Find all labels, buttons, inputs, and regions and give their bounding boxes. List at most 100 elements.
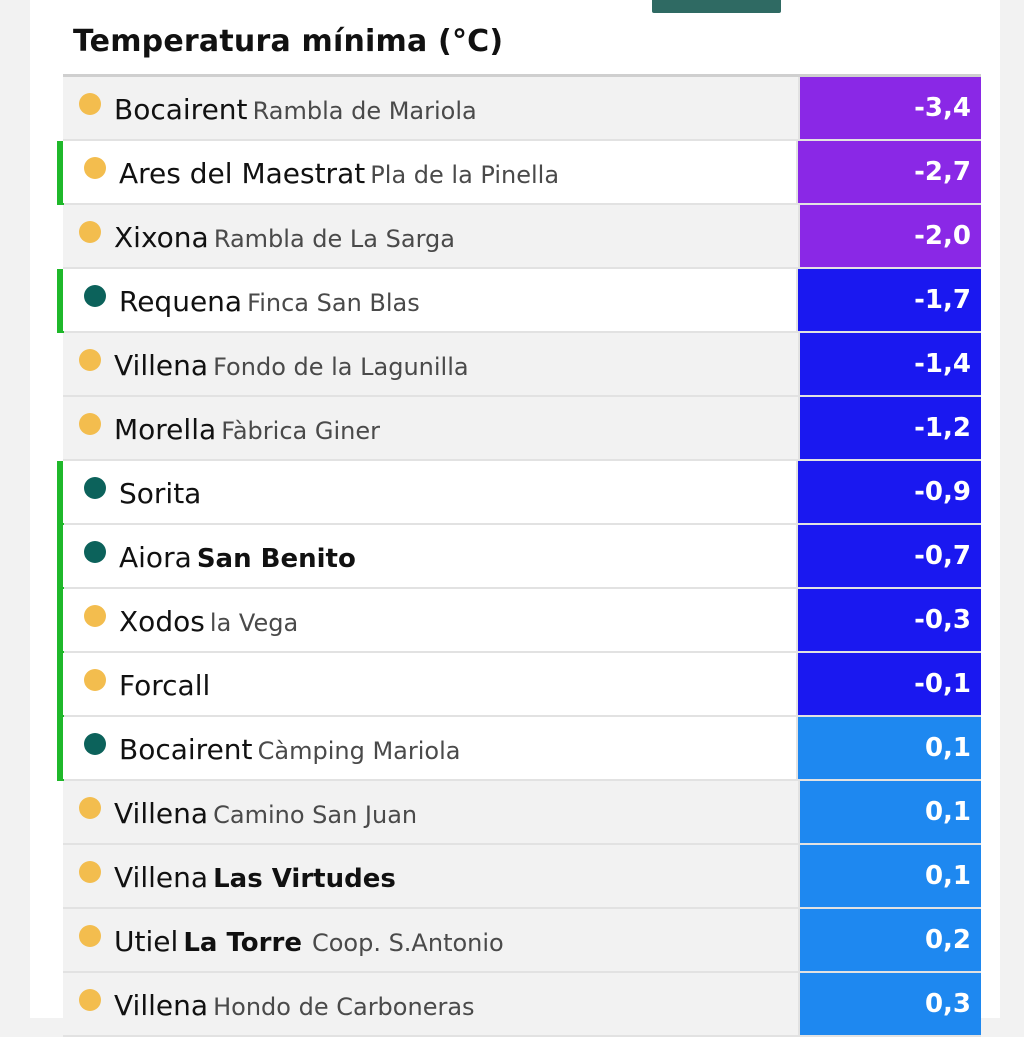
station-name: Xixona Rambla de La Sarga [114, 221, 455, 254]
table-row[interactable]: Bocairent Rambla de Mariola -3,4 [63, 77, 981, 141]
station-cell: Utiel La Torre Coop. S.Antonio [63, 909, 800, 971]
station-cell: Forcall [63, 653, 798, 715]
table-row[interactable]: Villena Hondo de Carboneras 0,3 [63, 973, 981, 1037]
station-city: Xodos [119, 605, 205, 638]
station-cell: Aiora San Benito [63, 525, 798, 587]
station-status-dot-icon [79, 93, 101, 115]
station-name: Villena Fondo de la Lagunilla [114, 349, 469, 382]
station-status-dot-icon [84, 733, 106, 755]
table-row[interactable]: Morella Fàbrica Giner -1,2 [63, 397, 981, 461]
station-place: Fondo de la Lagunilla [213, 353, 469, 381]
station-city: Villena [114, 861, 209, 894]
table-row[interactable]: Villena Fondo de la Lagunilla -1,4 [63, 333, 981, 397]
station-city: Ares del Maestrat [119, 157, 366, 190]
temperature-value: 0,3 [800, 973, 981, 1035]
station-cell: Xixona Rambla de La Sarga [63, 205, 800, 267]
station-status-dot-icon [84, 605, 106, 627]
table-row[interactable]: Requena Finca San Blas -1,7 [57, 269, 981, 333]
table-row[interactable]: Ares del Maestrat Pla de la Pinella -2,7 [57, 141, 981, 205]
station-city: Villena [114, 989, 209, 1022]
station-status-dot-icon [84, 285, 106, 307]
temperature-value: 0,2 [800, 909, 981, 971]
page-title: Temperatura mínima (°C) [73, 24, 504, 59]
station-extra: Coop. S.Antonio [311, 929, 504, 957]
top-button[interactable] [652, 0, 781, 13]
temperature-value: -0,1 [798, 653, 981, 715]
table-row[interactable]: Xodos la Vega -0,3 [57, 589, 981, 653]
temperature-value: -0,7 [798, 525, 981, 587]
station-name: Villena Las Virtudes [114, 861, 396, 894]
station-city: Forcall [119, 669, 211, 702]
station-city: Morella [114, 413, 217, 446]
table-row[interactable]: Villena Las Virtudes 0,1 [63, 845, 981, 909]
station-cell: Bocairent Rambla de Mariola [63, 77, 800, 139]
station-city: Aiora [119, 541, 192, 574]
temperature-value: 0,1 [798, 717, 981, 779]
station-name: Morella Fàbrica Giner [114, 413, 380, 446]
station-place: La Torre [183, 928, 302, 958]
temperature-value: -2,7 [798, 141, 981, 203]
station-cell: Bocairent Càmping Mariola [63, 717, 798, 779]
station-place: Càmping Mariola [257, 737, 461, 765]
station-status-dot-icon [79, 861, 101, 883]
station-status-dot-icon [84, 541, 106, 563]
station-city: Xixona [114, 221, 209, 254]
station-name: Villena Hondo de Carboneras [114, 989, 475, 1022]
temperature-value: -1,7 [798, 269, 981, 331]
station-cell: Villena Camino San Juan [63, 781, 800, 843]
temperature-value: -0,3 [798, 589, 981, 651]
station-cell: Xodos la Vega [63, 589, 798, 651]
station-cell: Sorita [63, 461, 798, 523]
station-name: Villena Camino San Juan [114, 797, 417, 830]
temperature-table: Bocairent Rambla de Mariola -3,4 Ares del … [57, 74, 981, 1037]
station-status-dot-icon [84, 477, 106, 499]
table-row[interactable]: Forcall -0,1 [57, 653, 981, 717]
station-status-dot-icon [79, 413, 101, 435]
station-cell: Villena Fondo de la Lagunilla [63, 333, 800, 395]
station-place: la Vega [209, 609, 299, 637]
table-row[interactable]: Bocairent Càmping Mariola 0,1 [57, 717, 981, 781]
station-cell: Morella Fàbrica Giner [63, 397, 800, 459]
station-name: Bocairent Rambla de Mariola [114, 93, 477, 126]
temperature-value: -0,9 [798, 461, 981, 523]
station-status-dot-icon [79, 349, 101, 371]
station-place: Fàbrica Giner [221, 417, 380, 445]
station-place: Hondo de Carboneras [213, 993, 475, 1021]
temperature-value: -3,4 [800, 77, 981, 139]
station-city: Villena [114, 349, 209, 382]
table-row[interactable]: Sorita -0,9 [57, 461, 981, 525]
station-city: Requena [119, 285, 243, 318]
station-city: Utiel [114, 925, 179, 958]
station-status-dot-icon [79, 925, 101, 947]
station-place: Finca San Blas [247, 289, 420, 317]
station-name: Requena Finca San Blas [119, 285, 420, 318]
table-row[interactable]: Utiel La Torre Coop. S.Antonio 0,2 [63, 909, 981, 973]
station-city: Bocairent [114, 93, 248, 126]
station-cell: Villena Hondo de Carboneras [63, 973, 800, 1035]
station-place: Rambla de La Sarga [213, 225, 455, 253]
table-row[interactable]: Aiora San Benito -0,7 [57, 525, 981, 589]
table-row[interactable]: Villena Camino San Juan 0,1 [63, 781, 981, 845]
station-name: Bocairent Càmping Mariola [119, 733, 460, 766]
station-place: Camino San Juan [213, 801, 418, 829]
temperature-value: -1,2 [800, 397, 981, 459]
station-name: Aiora San Benito [119, 541, 356, 574]
station-city: Sorita [119, 477, 202, 510]
station-cell: Ares del Maestrat Pla de la Pinella [63, 141, 798, 203]
station-cell: Requena Finca San Blas [63, 269, 798, 331]
station-name: Ares del Maestrat Pla de la Pinella [119, 157, 559, 190]
temperature-value: 0,1 [800, 845, 981, 907]
station-city: Bocairent [119, 733, 253, 766]
temperature-value: -1,4 [800, 333, 981, 395]
station-place: Las Virtudes [213, 864, 396, 894]
station-place: Rambla de Mariola [252, 97, 477, 125]
station-status-dot-icon [79, 797, 101, 819]
temperature-value: -2,0 [800, 205, 981, 267]
station-name: Forcall [119, 669, 210, 702]
temperature-value: 0,1 [800, 781, 981, 843]
station-status-dot-icon [84, 157, 106, 179]
station-status-dot-icon [79, 221, 101, 243]
table-row[interactable]: Xixona Rambla de La Sarga -2,0 [63, 205, 981, 269]
station-name: Utiel La Torre Coop. S.Antonio [114, 925, 504, 958]
station-place: San Benito [196, 544, 356, 574]
